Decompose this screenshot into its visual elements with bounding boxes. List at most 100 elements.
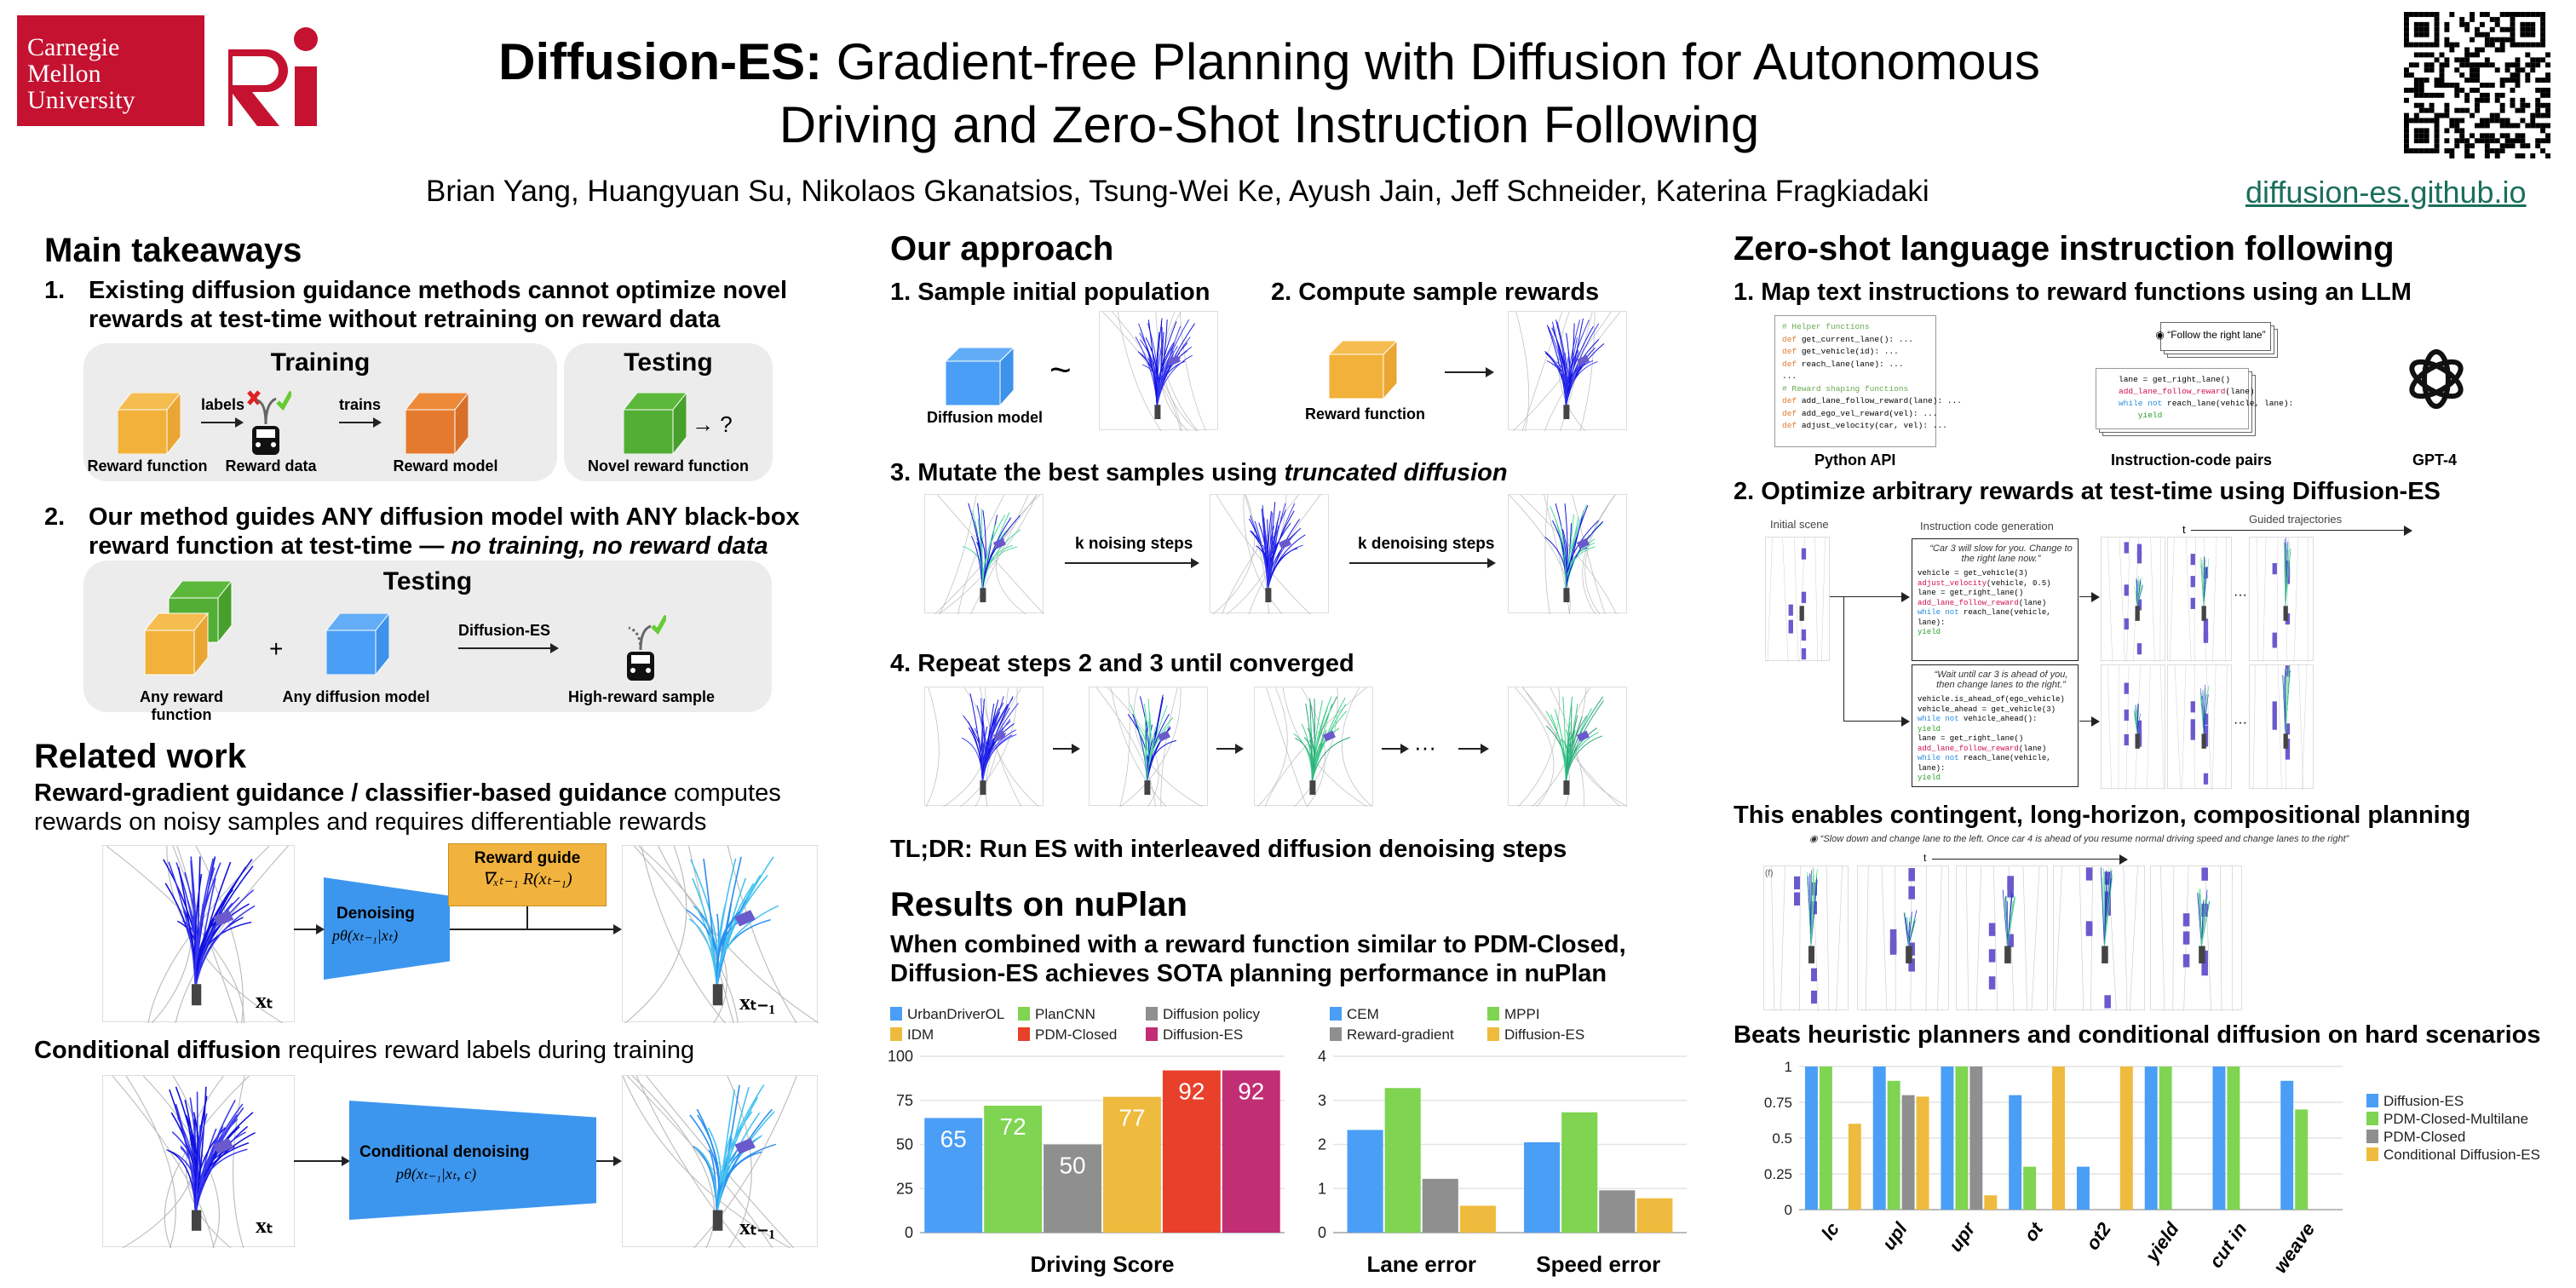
- lane-line: [2150, 537, 2155, 663]
- vehicle: [1988, 949, 1996, 963]
- qr-module: [2525, 143, 2531, 149]
- qr-module: [2530, 112, 2536, 118]
- trajectory: [1130, 704, 1147, 784]
- qr-module: [2479, 118, 2485, 124]
- road-line: [1572, 494, 1606, 615]
- qr-code[interactable]: [2404, 12, 2550, 158]
- qr-module: [2418, 26, 2424, 32]
- qr-module: [2424, 12, 2429, 17]
- qr-module: [2510, 42, 2516, 48]
- python-api-code: # Helper functions def get_current_lane()…: [1774, 315, 1962, 447]
- qr-module: [2413, 128, 2419, 134]
- qr-module: [2484, 133, 2490, 139]
- bar: [1422, 1178, 1458, 1233]
- road-line: [1342, 687, 1372, 808]
- qr-module: [2489, 37, 2495, 43]
- step3-text: 3. Mutate the best samples using: [890, 459, 1285, 486]
- vehicle: [2124, 542, 2129, 554]
- vehicle: [2136, 552, 2142, 564]
- qr-module: [2475, 26, 2480, 32]
- lane-line: [2225, 664, 2228, 791]
- vehicle: [1788, 622, 1793, 634]
- qr-module: [2545, 112, 2550, 118]
- vehicle: [2190, 576, 2195, 588]
- vehicle: [1801, 648, 1807, 660]
- qr-module: [2475, 52, 2480, 58]
- road-line: [960, 687, 1018, 808]
- scene-image: [924, 494, 1044, 615]
- qr-module: [2470, 52, 2475, 58]
- qr-module: [2545, 92, 2550, 98]
- road-line: [195, 845, 244, 1024]
- qr-module: [2535, 123, 2541, 129]
- qr-module: [2520, 143, 2526, 149]
- scene-image: [102, 1075, 295, 1249]
- qr-module: [2545, 153, 2550, 158]
- lane-line: [2119, 537, 2125, 663]
- lane-line: [1821, 537, 1826, 663]
- section-title-zeroshot: Zero-shot language instruction following: [1734, 230, 2395, 267]
- lane-line: [2107, 537, 2113, 663]
- qr-module: [2530, 57, 2536, 63]
- code-line: while not reach_lane(vehicle, lane):: [1918, 608, 2051, 627]
- takeaway-text: Existing diffusion guidance methods cann…: [89, 277, 788, 333]
- qr-module: [2413, 12, 2419, 17]
- qr-module: [2470, 143, 2475, 149]
- qr-module: [2418, 138, 2424, 144]
- qr-module: [2475, 97, 2480, 103]
- bar: [1916, 1096, 1929, 1210]
- data-label: 92: [1178, 1078, 1205, 1105]
- qr-module: [2540, 128, 2546, 134]
- qr-module: [2464, 47, 2470, 53]
- qr-module: [2459, 21, 2465, 27]
- vehicle: [2201, 962, 2208, 976]
- qr-module: [2504, 26, 2510, 32]
- legend-label: PDM-Closed: [1035, 1026, 1117, 1043]
- qr-module: [2545, 72, 2550, 78]
- road-line: [106, 845, 245, 1024]
- qr-module: [2520, 12, 2526, 17]
- qr-module: [2515, 12, 2521, 17]
- qr-module: [2525, 52, 2531, 58]
- road-line: [1584, 494, 1616, 615]
- qr-module: [2454, 57, 2460, 63]
- trajectory: [2284, 676, 2286, 734]
- code-line: def add_lane_follow_reward(lane): ...: [1782, 396, 1962, 405]
- qr-module: [2444, 128, 2450, 134]
- qr-module: [2475, 32, 2480, 37]
- project-link[interactable]: diffusion-es.github.io: [2245, 175, 2527, 210]
- qr-module: [2418, 32, 2424, 37]
- qr-module: [2424, 52, 2429, 58]
- branch-line: [1843, 596, 1844, 721]
- vehicle: [2203, 773, 2209, 785]
- ego-vehicle: [712, 984, 723, 1006]
- lane-line: [2055, 865, 2062, 1012]
- title-bold: Diffusion-ES:: [498, 33, 823, 90]
- qr-module: [2545, 138, 2550, 144]
- instruction-quote: “Follow the right lane”: [2167, 329, 2266, 341]
- qr-module: [2454, 143, 2460, 149]
- trajectory: [2136, 713, 2141, 734]
- road-line: [937, 494, 1044, 615]
- scene-drawing: [1515, 687, 1629, 808]
- legend-label: MPPI: [1504, 1006, 1540, 1022]
- road-line: [1119, 687, 1130, 808]
- trajectory: [2202, 559, 2205, 607]
- qr-module: [2520, 133, 2526, 139]
- vehicle: [2124, 584, 2129, 596]
- road-line: [632, 1075, 716, 1249]
- qr-module: [2525, 21, 2531, 27]
- vehicle: [2272, 701, 2277, 713]
- qr-module: [2494, 118, 2500, 124]
- qr-module: [2499, 26, 2505, 32]
- step-2: 2. Compute sample rewards: [1271, 279, 1600, 306]
- qr-module: [2424, 118, 2429, 124]
- qr-module: [2418, 128, 2424, 134]
- legend-swatch: [1146, 1007, 1158, 1021]
- qr-module: [2510, 32, 2516, 37]
- caption: Reward data: [225, 457, 317, 474]
- trajectory: [1565, 353, 1570, 408]
- qr-module: [2504, 62, 2510, 68]
- trajectory: [2136, 584, 2143, 607]
- lane-line: [2174, 664, 2182, 791]
